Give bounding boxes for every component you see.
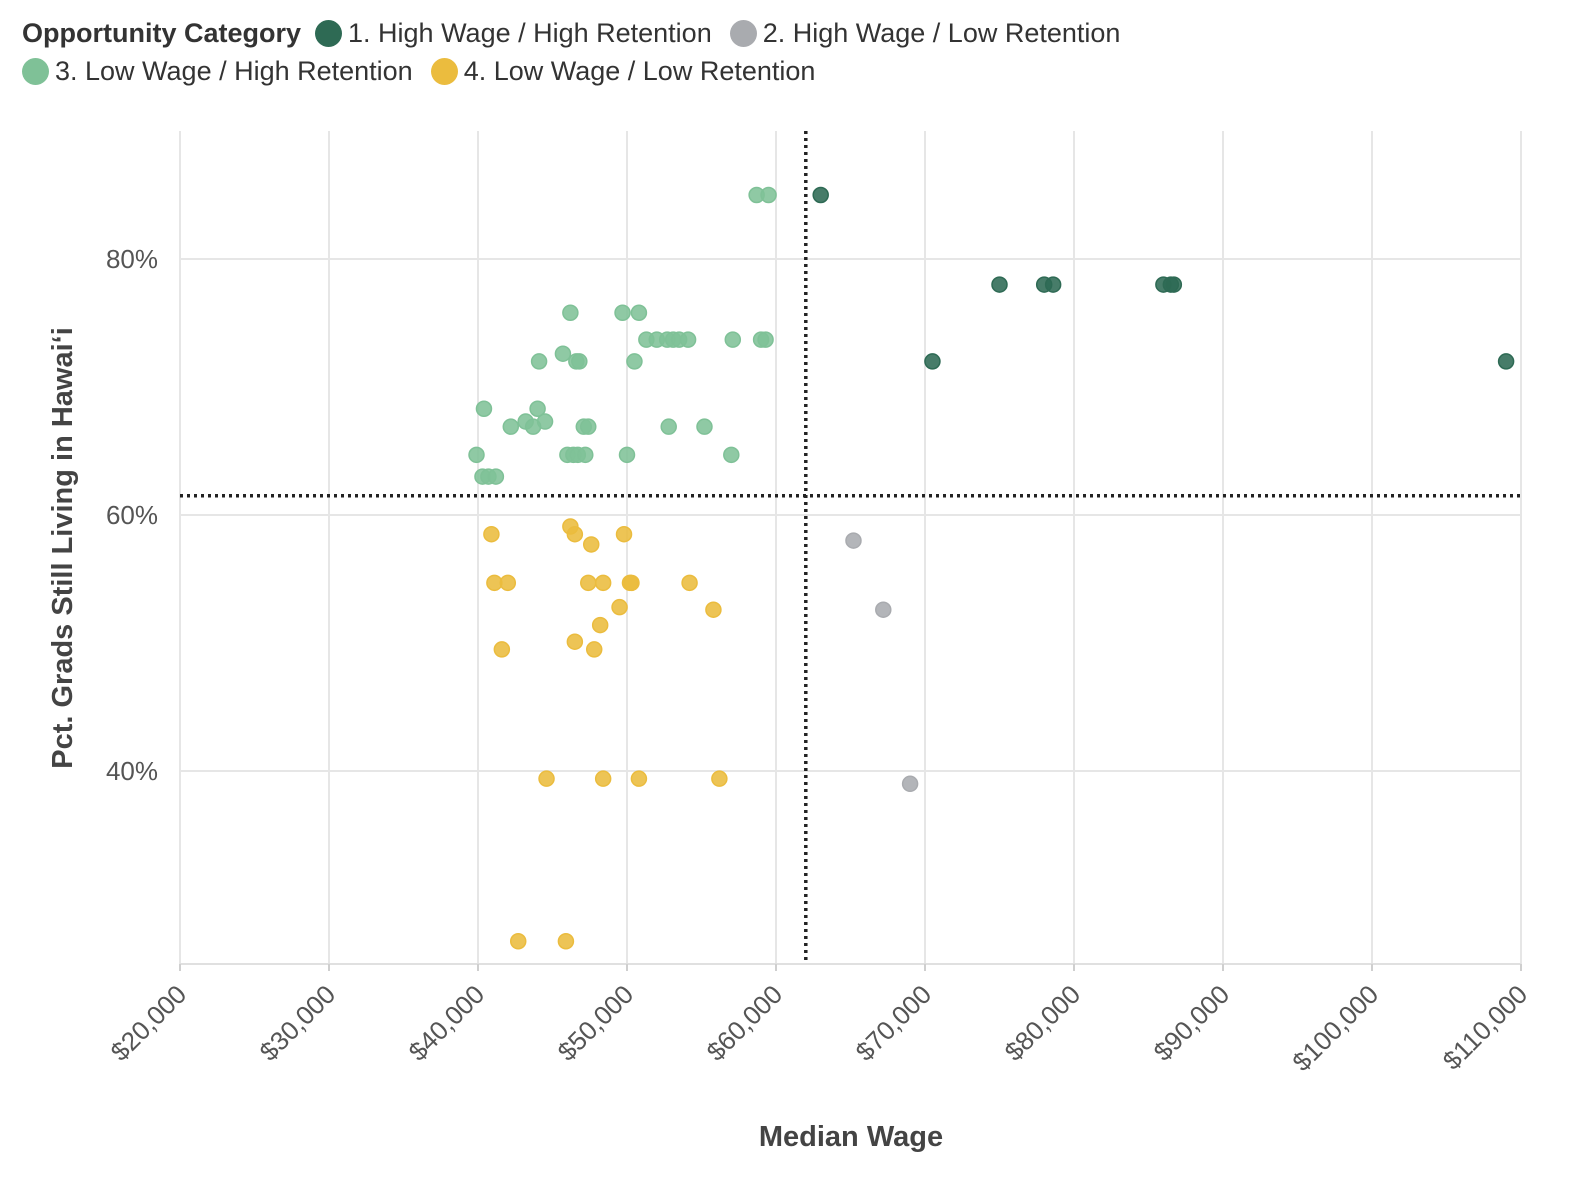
x-tick-label: $30,000 bbox=[254, 979, 342, 1067]
y-tick-label: 80% bbox=[106, 244, 158, 274]
data-point[interactable] bbox=[1165, 276, 1183, 293]
data-point[interactable] bbox=[875, 601, 892, 618]
data-point[interactable] bbox=[571, 353, 588, 370]
y-tick-label: 60% bbox=[106, 500, 158, 530]
data-point[interactable] bbox=[594, 574, 612, 592]
legend-swatch-4 bbox=[430, 57, 458, 85]
x-tick-label: $20,000 bbox=[105, 979, 193, 1067]
data-point[interactable] bbox=[696, 418, 713, 435]
data-point[interactable] bbox=[499, 574, 517, 592]
series-4 bbox=[483, 518, 728, 950]
x-tick-label: $80,000 bbox=[999, 979, 1087, 1067]
data-point[interactable] bbox=[723, 446, 740, 464]
data-point[interactable] bbox=[529, 400, 546, 418]
legend-row-1: Opportunity Category 1. High Wage / High… bbox=[22, 14, 1522, 52]
data-point[interactable] bbox=[615, 525, 633, 543]
data-point[interactable] bbox=[711, 770, 728, 787]
y-axis-title: Pct. Grads Still Living in Hawaiʻi bbox=[47, 327, 79, 769]
data-point[interactable] bbox=[991, 276, 1008, 293]
data-point[interactable] bbox=[487, 468, 505, 485]
legend-item-high-wage-high-retention[interactable]: 1. High Wage / High Retention bbox=[315, 18, 712, 49]
legend-label-3: 3. Low Wage / High Retention bbox=[55, 55, 413, 86]
reference-lines bbox=[180, 131, 1521, 960]
x-tick-label: $70,000 bbox=[850, 979, 938, 1067]
data-point[interactable] bbox=[630, 770, 648, 787]
x-tick-label: $100,000 bbox=[1286, 979, 1384, 1077]
series-3 bbox=[468, 186, 777, 485]
data-point[interactable] bbox=[1044, 276, 1062, 293]
data-point[interactable] bbox=[582, 536, 600, 553]
legend-label-4: 4. Low Wage / Low Retention bbox=[463, 55, 816, 86]
grid-layer bbox=[179, 131, 1522, 971]
data-points bbox=[468, 186, 1515, 950]
legend-item-low-wage-low-retention[interactable]: 4. Low Wage / Low Retention bbox=[430, 55, 816, 87]
legend-title: Opportunity Category bbox=[22, 17, 302, 48]
data-point[interactable] bbox=[577, 446, 594, 464]
data-point[interactable] bbox=[660, 418, 677, 435]
data-point[interactable] bbox=[1497, 353, 1515, 370]
data-point[interactable] bbox=[493, 641, 511, 658]
data-point[interactable] bbox=[566, 525, 584, 543]
data-point[interactable] bbox=[611, 598, 628, 616]
data-point[interactable] bbox=[681, 574, 698, 592]
data-point[interactable] bbox=[812, 186, 829, 204]
data-point[interactable] bbox=[614, 304, 631, 322]
data-point[interactable] bbox=[524, 418, 542, 435]
data-point[interactable] bbox=[623, 574, 640, 592]
data-point[interactable] bbox=[594, 770, 612, 787]
legend-swatch-1 bbox=[315, 19, 343, 47]
x-tick-label: $60,000 bbox=[701, 979, 789, 1067]
data-point[interactable] bbox=[530, 353, 548, 370]
legend-swatch-2 bbox=[729, 19, 757, 47]
series-2 bbox=[845, 532, 919, 793]
data-point[interactable] bbox=[901, 775, 919, 793]
data-point[interactable] bbox=[760, 186, 777, 204]
series-1 bbox=[812, 186, 1515, 370]
data-point[interactable] bbox=[924, 353, 941, 370]
data-point[interactable] bbox=[538, 770, 555, 787]
data-point[interactable] bbox=[679, 331, 697, 348]
legend-row-2: 3. Low Wage / High Retention 4. Low Wage… bbox=[22, 52, 1522, 90]
data-point[interactable] bbox=[562, 304, 579, 322]
data-point[interactable] bbox=[757, 331, 774, 348]
data-point[interactable] bbox=[591, 616, 609, 634]
data-point[interactable] bbox=[845, 532, 862, 549]
x-axis-title: Median Wage bbox=[759, 1121, 943, 1153]
tick-labels: $20,000 $30,000 $40,000 $50,000 $60,000 $70,0… bbox=[105, 244, 1534, 1077]
legend-item-low-wage-high-retention[interactable]: 3. Low Wage / High Retention bbox=[22, 56, 413, 87]
x-tick-label: $110,000 bbox=[1437, 979, 1534, 1076]
data-point[interactable] bbox=[618, 446, 636, 464]
data-point[interactable] bbox=[580, 418, 597, 435]
data-point[interactable] bbox=[483, 525, 500, 543]
x-tick-label: $90,000 bbox=[1148, 979, 1236, 1067]
data-point[interactable] bbox=[554, 345, 572, 362]
data-point[interactable] bbox=[705, 601, 722, 618]
legend-item-high-wage-low-retention[interactable]: 2. High Wage / Low Retention bbox=[729, 17, 1121, 49]
legend-swatch-3 bbox=[22, 57, 49, 85]
legend-label-2: 2. High Wage / Low Retention bbox=[762, 17, 1121, 48]
data-point[interactable] bbox=[566, 633, 584, 650]
data-point[interactable] bbox=[468, 446, 485, 464]
data-point[interactable] bbox=[557, 932, 575, 950]
y-tick-label: 40% bbox=[106, 756, 158, 786]
data-point[interactable] bbox=[630, 304, 648, 322]
data-point[interactable] bbox=[475, 400, 493, 418]
data-point[interactable] bbox=[509, 932, 527, 950]
data-point[interactable] bbox=[626, 353, 643, 370]
data-point[interactable] bbox=[502, 418, 520, 435]
data-point[interactable] bbox=[724, 331, 742, 348]
x-tick-label: $40,000 bbox=[403, 979, 491, 1067]
legend: Opportunity Category 1. High Wage / High… bbox=[22, 14, 1522, 90]
x-tick-label: $50,000 bbox=[552, 979, 640, 1067]
data-point[interactable] bbox=[580, 574, 597, 592]
legend-label-1: 1. High Wage / High Retention bbox=[348, 17, 712, 48]
data-point[interactable] bbox=[585, 641, 603, 658]
